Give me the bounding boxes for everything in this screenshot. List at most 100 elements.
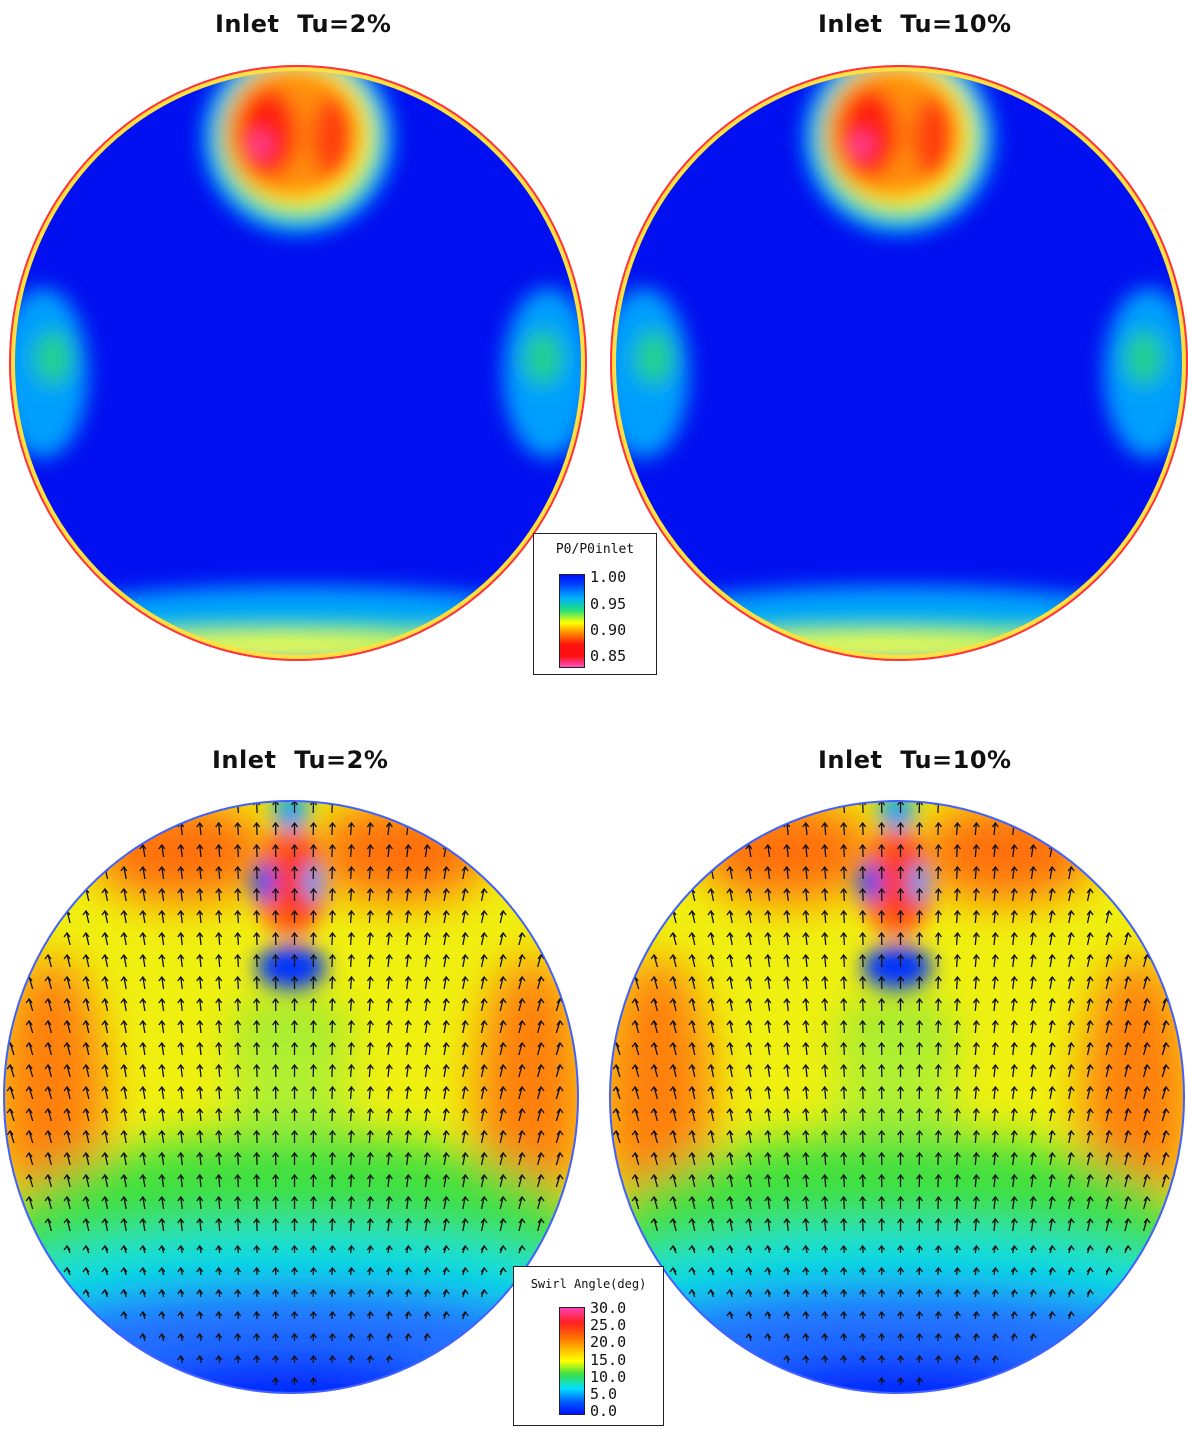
velocity-arrow bbox=[1124, 1173, 1132, 1188]
velocity-arrow bbox=[783, 1107, 791, 1122]
velocity-arrow bbox=[915, 1288, 924, 1298]
velocity-arrow bbox=[158, 887, 166, 902]
velocity-arrow bbox=[1067, 1063, 1075, 1078]
velocity-arrow bbox=[1029, 953, 1037, 968]
velocity-arrow bbox=[423, 1041, 431, 1056]
velocity-arrow bbox=[934, 843, 942, 858]
velocity-arrow bbox=[915, 821, 924, 836]
velocity-arrow bbox=[461, 1085, 469, 1100]
velocity-arrow bbox=[859, 1354, 867, 1364]
velocity-arrow bbox=[783, 1041, 791, 1056]
velocity-arrow bbox=[253, 1310, 261, 1320]
velocity-arrow bbox=[253, 1173, 261, 1188]
velocity-arrow bbox=[139, 1063, 147, 1078]
velocity-arrow bbox=[366, 1173, 374, 1188]
velocity-arrow bbox=[953, 1107, 961, 1122]
velocity-arrow bbox=[726, 1266, 734, 1276]
swirl-legend-tick: 5.0 bbox=[590, 1385, 618, 1403]
velocity-arrow bbox=[915, 1354, 924, 1364]
velocity-arrow bbox=[650, 1041, 659, 1056]
velocity-arrow bbox=[442, 1041, 450, 1056]
velocity-arrow bbox=[726, 1173, 734, 1188]
velocity-arrow bbox=[328, 821, 336, 836]
velocity-arrow bbox=[859, 1217, 867, 1232]
velocity-arrow bbox=[44, 1217, 53, 1232]
velocity-arrow bbox=[802, 1266, 810, 1276]
velocity-arrow bbox=[821, 1354, 829, 1364]
velocity-arrow bbox=[158, 1217, 166, 1232]
velocity-arrow bbox=[915, 931, 924, 946]
velocity-arrow bbox=[934, 1129, 942, 1144]
velocity-arrow bbox=[1105, 1107, 1113, 1122]
velocity-arrow bbox=[518, 1107, 526, 1122]
velocity-arrow bbox=[821, 1085, 829, 1100]
velocity-arrow bbox=[101, 909, 109, 924]
velocity-arrow bbox=[177, 1019, 185, 1034]
velocity-arrow bbox=[897, 1376, 905, 1386]
velocity-arrow bbox=[953, 1244, 961, 1254]
velocity-arrow bbox=[859, 1288, 867, 1298]
velocity-arrow bbox=[423, 865, 431, 880]
panel-title-top-right: Inlet Tu=10% bbox=[818, 10, 1012, 38]
velocity-arrow bbox=[120, 1266, 128, 1276]
velocity-arrow bbox=[953, 1195, 961, 1210]
velocity-arrow bbox=[745, 1063, 753, 1078]
velocity-arrow bbox=[63, 953, 71, 968]
velocity-arrow bbox=[1142, 1173, 1151, 1188]
velocity-arrow bbox=[158, 953, 166, 968]
velocity-arrow bbox=[423, 1244, 431, 1254]
velocity-arrow bbox=[745, 1173, 753, 1188]
velocity-arrow bbox=[442, 1085, 450, 1100]
velocity-arrow bbox=[63, 997, 71, 1012]
velocity-arrow bbox=[1124, 997, 1132, 1012]
velocity-arrow bbox=[291, 801, 299, 814]
velocity-arrow bbox=[536, 1085, 545, 1100]
velocity-arrow bbox=[442, 1288, 450, 1298]
velocity-arrow bbox=[253, 997, 261, 1012]
velocity-arrow bbox=[139, 1019, 147, 1034]
velocity-arrow bbox=[1105, 1173, 1113, 1188]
velocity-arrow bbox=[272, 821, 280, 836]
velocity-arrow bbox=[897, 1063, 905, 1078]
velocity-arrow bbox=[745, 865, 753, 880]
swirl-legend-tick: 10.0 bbox=[590, 1368, 627, 1386]
velocity-arrow bbox=[934, 1266, 942, 1276]
velocity-arrow bbox=[802, 1173, 810, 1188]
velocity-arrow bbox=[44, 1085, 53, 1100]
velocity-arrow bbox=[215, 909, 223, 924]
velocity-arrow bbox=[915, 997, 924, 1012]
velocity-arrow bbox=[158, 843, 166, 858]
velocity-arrow bbox=[518, 1129, 526, 1144]
velocity-arrow bbox=[158, 1332, 166, 1342]
velocity-arrow bbox=[328, 1085, 336, 1100]
velocity-arrow bbox=[404, 1063, 412, 1078]
velocity-arrow bbox=[291, 953, 299, 968]
velocity-arrow bbox=[1105, 1195, 1113, 1210]
velocity-arrow bbox=[101, 1151, 109, 1166]
pressure-contour-tu2 bbox=[0, 43, 598, 673]
velocity-arrow bbox=[1124, 1041, 1132, 1056]
velocity-arrow bbox=[1029, 997, 1037, 1012]
velocity-arrow bbox=[953, 865, 961, 880]
velocity-arrow bbox=[461, 1063, 469, 1078]
velocity-arrow bbox=[802, 865, 810, 880]
velocity-arrow bbox=[1010, 1063, 1018, 1078]
velocity-arrow bbox=[821, 1019, 829, 1034]
velocity-arrow bbox=[953, 1041, 961, 1056]
velocity-arrow bbox=[404, 1310, 412, 1320]
velocity-arrow bbox=[669, 1173, 677, 1188]
velocity-arrow bbox=[139, 1085, 147, 1100]
velocity-arrow bbox=[821, 1129, 829, 1144]
velocity-arrow bbox=[726, 975, 734, 990]
velocity-arrow bbox=[1105, 1063, 1113, 1078]
velocity-arrow bbox=[1105, 1019, 1113, 1034]
velocity-arrow bbox=[1105, 1244, 1113, 1254]
velocity-arrow bbox=[991, 1288, 999, 1298]
velocity-arrow bbox=[745, 997, 753, 1012]
velocity-arrow bbox=[158, 1129, 166, 1144]
velocity-arrow bbox=[366, 1217, 374, 1232]
velocity-arrow bbox=[840, 1063, 848, 1078]
velocity-arrow bbox=[953, 1151, 961, 1166]
velocity-arrow bbox=[878, 887, 886, 902]
velocity-arrow bbox=[688, 1107, 696, 1122]
